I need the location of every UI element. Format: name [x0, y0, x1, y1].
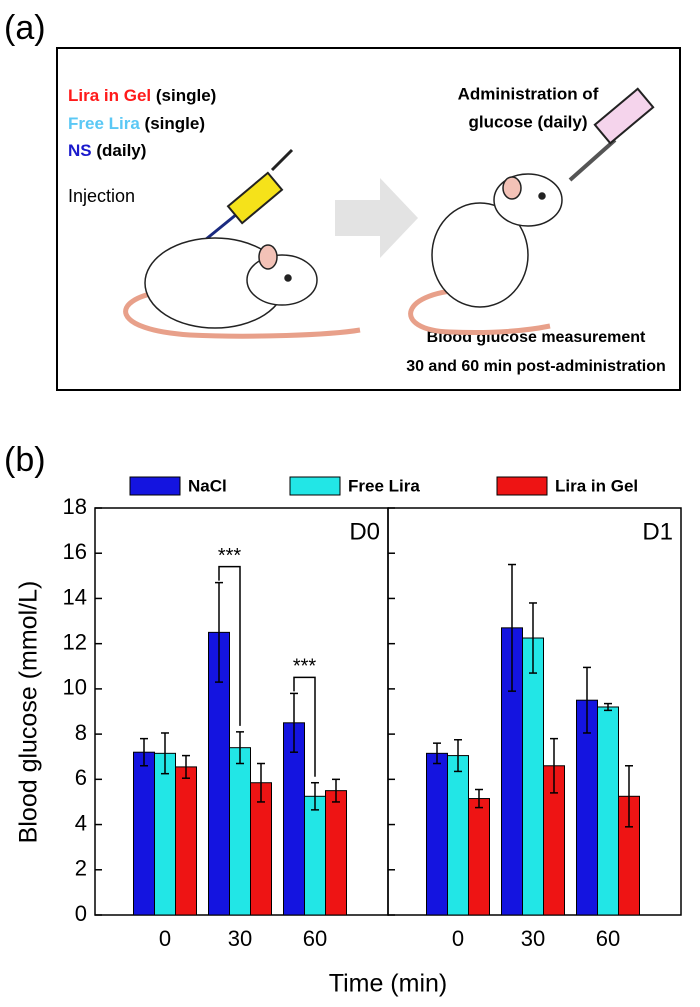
mouse — [408, 173, 563, 336]
legend-text: NS (daily) — [68, 141, 146, 160]
group-note: (single) — [156, 86, 216, 105]
bar — [468, 798, 490, 916]
y-tick-label: 4 — [75, 810, 87, 835]
bar — [229, 747, 251, 916]
bar — [426, 752, 448, 916]
injection-label: Injection — [68, 186, 135, 206]
bar — [154, 752, 176, 916]
significance-bracket — [293, 676, 316, 777]
significance-bracket — [218, 565, 241, 726]
legend-label: Lira in Gel — [555, 476, 638, 495]
y-tick-label: 14 — [63, 584, 87, 609]
panel-title: D0 — [349, 518, 380, 545]
bar — [175, 766, 197, 916]
significance-label: *** — [293, 656, 317, 678]
y-tick-label: 16 — [63, 539, 87, 564]
arrow — [335, 178, 418, 258]
bar — [597, 706, 619, 916]
x-axis-label: Time (min) — [329, 970, 448, 998]
x-tick-label: 60 — [596, 926, 620, 951]
group-name: Lira in Gel — [68, 86, 151, 105]
legend-label: NaCl — [188, 476, 227, 495]
x-tick-label: 30 — [228, 926, 252, 951]
x-tick-label: 0 — [452, 926, 464, 951]
y-tick-label: 6 — [75, 765, 87, 790]
x-tick-label: 0 — [159, 926, 171, 951]
x-tick-label: 60 — [303, 926, 327, 951]
legend-swatch — [289, 476, 341, 496]
y-tick-label: 2 — [75, 856, 87, 881]
mouse — [123, 237, 361, 339]
panel-title: D1 — [642, 518, 673, 545]
bar — [325, 790, 347, 916]
y-tick-label: 12 — [63, 629, 87, 654]
y-tick-label: 0 — [75, 901, 87, 926]
y-tick-label: 18 — [63, 494, 87, 519]
admin-label: Administration of — [458, 84, 599, 103]
panel-label: (a) — [4, 9, 46, 47]
syringe — [568, 87, 655, 182]
bar — [133, 751, 155, 916]
legend-swatch — [496, 476, 548, 496]
legend-label: Free Lira — [348, 476, 420, 495]
bar — [447, 755, 469, 916]
measure-label: 30 and 60 min post-administration — [406, 358, 666, 375]
y-axis-label: Blood glucose (mmol/L) — [15, 581, 43, 844]
group-note: (single) — [145, 114, 205, 133]
panel-label: (b) — [4, 441, 46, 479]
bar — [522, 637, 544, 916]
y-tick-label: 10 — [63, 675, 87, 700]
bar — [304, 795, 326, 916]
x-tick-label: 30 — [521, 926, 545, 951]
significance-label: *** — [218, 545, 242, 567]
legend-text: Lira in Gel (single) — [68, 86, 216, 105]
group-name: Free Lira — [68, 114, 140, 133]
legend-swatch — [129, 476, 181, 496]
admin-label: glucose (daily) — [468, 112, 587, 131]
y-tick-label: 8 — [75, 720, 87, 745]
group-note: (daily) — [96, 141, 146, 160]
syringe — [204, 148, 294, 242]
group-name: NS — [68, 141, 92, 160]
legend-text: Free Lira (single) — [68, 114, 205, 133]
